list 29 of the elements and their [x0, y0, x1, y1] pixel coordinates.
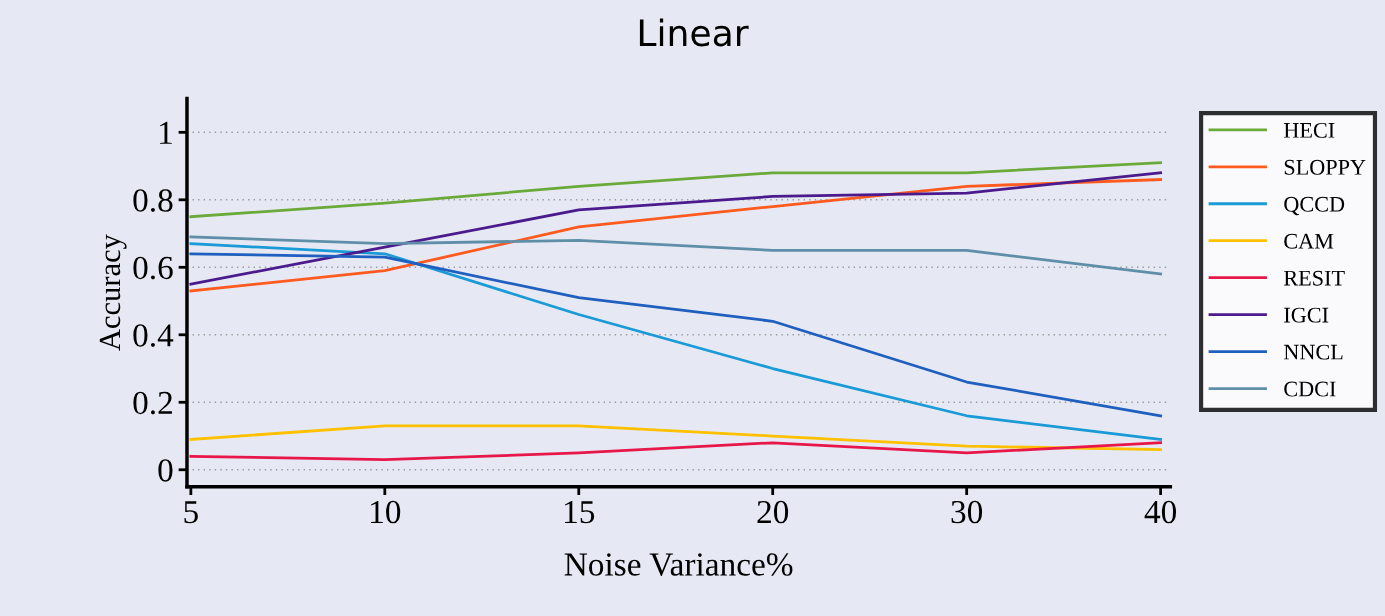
legend-label: HECI	[1283, 122, 1335, 138]
line-series	[189, 441, 1163, 462]
chart-title: Linear	[639, 18, 749, 47]
x-tick-label: 40	[1144, 500, 1177, 524]
y-tick-label: 0.8	[133, 189, 173, 212]
legend-label: CAM	[1284, 233, 1334, 249]
legend-label: CDCI	[1284, 381, 1336, 397]
line-series	[189, 235, 1163, 276]
x-tick-label: 20	[757, 500, 789, 524]
legend-label: NNCL	[1283, 344, 1343, 360]
legend-label: SLOPPY	[1284, 159, 1366, 175]
y-tick-label: 0	[158, 459, 173, 482]
x-tick-label: 15	[565, 500, 595, 524]
line-series	[189, 424, 1163, 451]
line-series	[189, 252, 1163, 418]
line-series	[189, 242, 1163, 441]
x-tick-label: 30	[951, 500, 983, 524]
x-tick-label: 10	[371, 500, 401, 524]
legend-label: RESIT	[1283, 270, 1345, 286]
x-axis-title: Noise Variance%	[564, 553, 793, 576]
y-tick-label: 0.2	[133, 391, 172, 415]
x-tick-label: 5	[184, 501, 198, 524]
y-tick-label: 1	[160, 121, 172, 144]
legend-label: QCCD	[1284, 196, 1345, 216]
legend-label: IGCI	[1284, 307, 1329, 323]
y-axis-title: Accuracy	[99, 234, 127, 351]
y-tick-label: 0.6	[133, 256, 173, 280]
line-series	[189, 161, 1163, 219]
y-tick-label: 0.4	[133, 324, 174, 347]
